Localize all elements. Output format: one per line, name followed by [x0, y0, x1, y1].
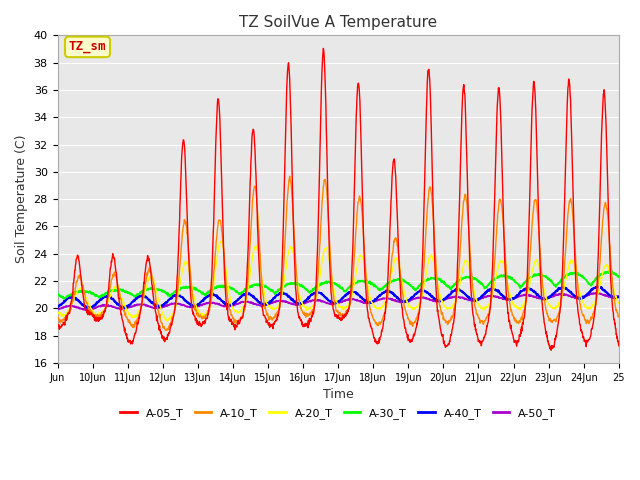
Text: TZ_sm: TZ_sm	[68, 40, 106, 53]
X-axis label: Time: Time	[323, 388, 353, 401]
Title: TZ SoilVue A Temperature: TZ SoilVue A Temperature	[239, 15, 437, 30]
Legend: A-05_T, A-10_T, A-20_T, A-30_T, A-40_T, A-50_T: A-05_T, A-10_T, A-20_T, A-30_T, A-40_T, …	[116, 403, 561, 423]
Y-axis label: Soil Temperature (C): Soil Temperature (C)	[15, 135, 28, 264]
